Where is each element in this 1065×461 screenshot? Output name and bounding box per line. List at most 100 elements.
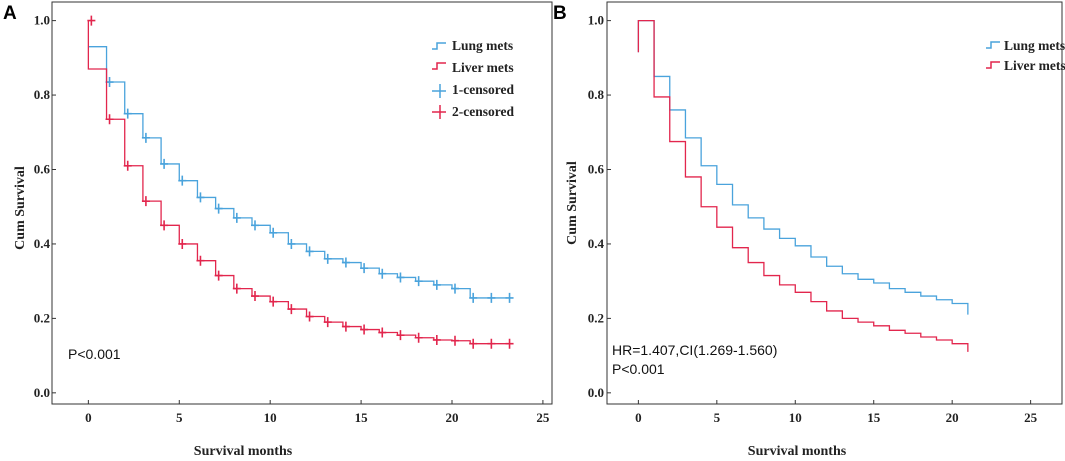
- censor-mark-liver-mets: [287, 304, 296, 315]
- censor-mark-lung-mets: [123, 108, 132, 119]
- y-tick-label: 0.0: [34, 385, 50, 400]
- panel-b-plot-frame: [606, 1, 1063, 405]
- panel-b-x-ticks: 0 5 10 15 20 25: [635, 410, 1037, 425]
- censor-mark-liver-mets: [341, 321, 350, 332]
- x-tick-label: 25: [536, 410, 550, 425]
- censor-mark-lung-mets: [451, 283, 459, 294]
- censor-mark-lung-mets: [323, 253, 332, 264]
- legend-label-lung: Lung mets: [1004, 38, 1065, 53]
- legend-label-liver: Liver mets: [1004, 58, 1065, 73]
- censor-mark-lung-mets: [141, 132, 150, 143]
- censor-mark-liver-mets: [505, 338, 514, 349]
- censor-mark-liver-mets: [323, 317, 332, 328]
- censor-mark-liver-mets: [123, 160, 132, 171]
- panel-a-tick-marks: [52, 20, 544, 404]
- censor-mark-liver-mets: [269, 296, 278, 307]
- legend-swatch-2-censored: [432, 105, 446, 119]
- censor-mark-liver-mets: [87, 15, 96, 26]
- survival-curve-liver-mets: [637, 19, 969, 352]
- panel-a-y-axis-label: Cum Survival: [13, 166, 28, 250]
- censor-mark-liver-mets: [141, 196, 150, 207]
- panel-b-y-ticks: 0.0 0.2 0.4 0.6 0.8 1.0: [588, 13, 605, 400]
- x-tick-label: 0: [85, 410, 92, 425]
- panel-b-tick-marks: [607, 20, 1032, 404]
- panel-b-x-axis-label: Survival months: [748, 444, 847, 459]
- y-tick-label: 0.6: [588, 162, 605, 177]
- panel-a-p-value: P<0.001: [68, 346, 121, 362]
- panel-b-legend: Lung mets Liver mets: [986, 38, 1065, 73]
- survival-curve-lung-mets: [88, 46, 507, 299]
- panel-a-x-ticks: 0 5 10 15 20 25: [85, 410, 550, 425]
- y-tick-label: 0.0: [588, 385, 604, 400]
- panel-b-letter: B: [553, 3, 567, 24]
- censor-mark-liver-mets: [378, 327, 387, 338]
- censor-mark-liver-mets: [160, 220, 169, 231]
- censor-mark-liver-mets: [214, 270, 223, 281]
- panel-b-hr-annotation: HR=1.407,CI(1.269-1.560): [612, 342, 777, 358]
- censor-mark-liver-mets: [414, 332, 423, 343]
- censor-mark-lung-mets: [196, 192, 205, 203]
- panel-b-series: [637, 19, 969, 352]
- x-tick-label: 15: [355, 410, 369, 425]
- y-tick-label: 0.2: [34, 310, 50, 325]
- censor-mark-lung-mets: [160, 158, 169, 169]
- panel-a-y-ticks: 0.0 0.2 0.4 0.6 0.8 1.0: [34, 13, 51, 400]
- panel-b-p-value: P<0.001: [612, 361, 665, 377]
- censor-mark-liver-mets: [432, 334, 441, 345]
- legend-label-1-censored: 1-censored: [452, 82, 514, 97]
- y-tick-label: 0.2: [588, 310, 604, 325]
- y-tick-label: 0.8: [34, 87, 51, 102]
- legend-swatch-liver: [432, 62, 446, 70]
- censor-mark-liver-mets: [305, 311, 314, 322]
- censor-mark-lung-mets: [360, 263, 369, 274]
- censor-mark-liver-mets: [451, 335, 459, 346]
- legend-label-lung: Lung mets: [452, 38, 513, 53]
- censor-mark-liver-mets: [178, 238, 187, 249]
- x-tick-label: 15: [867, 410, 881, 425]
- x-tick-label: 10: [789, 410, 802, 425]
- legend-label-liver: Liver mets: [452, 60, 514, 75]
- censor-mark-liver-mets: [469, 338, 478, 349]
- panel-a-letter: A: [3, 3, 17, 24]
- panel-b-y-axis-label: Cum Survival: [565, 161, 580, 245]
- legend-label-2-censored: 2-censored: [452, 104, 514, 119]
- censor-mark-lung-mets: [251, 220, 259, 231]
- censor-mark-lung-mets: [505, 292, 514, 303]
- censor-mark-lung-mets: [432, 279, 441, 290]
- censor-mark-lung-mets: [341, 257, 350, 268]
- y-tick-label: 1.0: [34, 13, 50, 28]
- y-tick-label: 0.4: [588, 236, 605, 251]
- panel-b: B 0.0 0.2 0.4 0.6 0.8 1.0 0 5 10 15 20 2…: [553, 1, 1065, 459]
- censor-mark-liver-mets: [487, 338, 496, 349]
- censor-mark-lung-mets: [396, 272, 405, 283]
- censor-mark-lung-mets: [469, 292, 478, 303]
- panel-a-legend: Lung mets Liver mets 1-censored 2-censor…: [432, 38, 514, 119]
- censor-mark-lung-mets: [487, 292, 496, 303]
- x-tick-label: 0: [635, 410, 642, 425]
- x-tick-label: 5: [176, 410, 183, 425]
- panel-a-series: [87, 15, 514, 349]
- censor-mark-lung-mets: [214, 203, 223, 214]
- y-tick-label: 1.0: [588, 13, 604, 28]
- panel-a: A 0.0 0.2 0.4 0.6 0.8 1.0 0 5 10 15 20 2…: [3, 1, 553, 459]
- censor-mark-lung-mets: [287, 238, 296, 249]
- y-tick-label: 0.6: [34, 162, 51, 177]
- censor-mark-lung-mets: [378, 268, 387, 279]
- x-tick-label: 10: [264, 410, 277, 425]
- censor-mark-lung-mets: [305, 246, 314, 257]
- legend-swatch-1-censored: [432, 84, 446, 98]
- survival-curve-liver-mets: [87, 20, 507, 345]
- panel-a-x-axis-label: Survival months: [194, 444, 293, 459]
- panel-a-plot-frame: [51, 1, 553, 405]
- censor-mark-liver-mets: [105, 114, 114, 125]
- x-tick-label: 20: [446, 410, 459, 425]
- y-tick-label: 0.4: [34, 236, 51, 251]
- x-tick-label: 5: [714, 410, 721, 425]
- censor-mark-liver-mets: [396, 330, 405, 341]
- censor-mark-lung-mets: [414, 276, 423, 287]
- legend-swatch-lung: [432, 42, 446, 50]
- censor-mark-liver-mets: [196, 255, 205, 266]
- censor-mark-lung-mets: [232, 212, 241, 223]
- legend-swatch-liver: [986, 61, 1000, 69]
